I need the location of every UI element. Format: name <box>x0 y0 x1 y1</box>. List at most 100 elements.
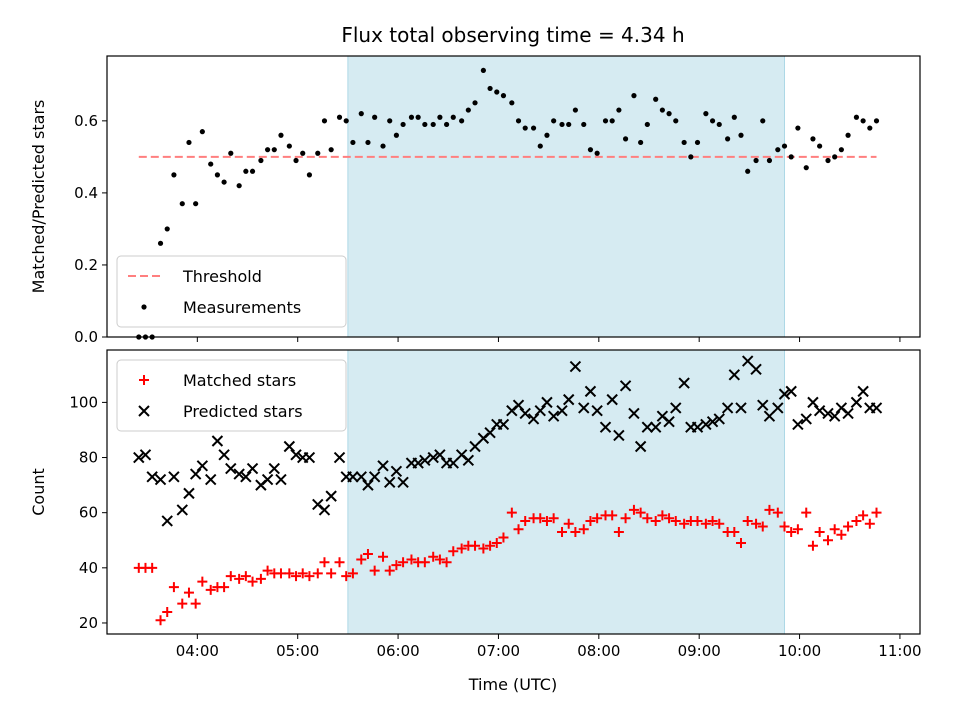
series-measurements <box>136 67 880 340</box>
data-point <box>284 568 295 579</box>
data-point <box>825 157 831 164</box>
highlight-band <box>347 55 785 338</box>
data-point <box>817 143 823 149</box>
data-point <box>691 421 704 433</box>
data-point <box>234 573 245 584</box>
data-point <box>828 410 841 422</box>
data-point <box>572 107 578 113</box>
data-point <box>199 129 205 135</box>
data-point <box>736 538 747 549</box>
data-point <box>851 515 862 526</box>
data-point <box>290 449 302 461</box>
data-point <box>778 388 791 400</box>
data-point <box>193 201 199 207</box>
data-point <box>303 451 316 464</box>
data-point <box>792 524 803 535</box>
y-tick-label: 0.0 <box>74 328 98 346</box>
data-point <box>785 385 797 398</box>
data-point <box>462 454 475 466</box>
data-point <box>750 363 762 376</box>
data-point <box>663 415 675 428</box>
data-point <box>246 462 259 475</box>
data-point <box>694 139 701 146</box>
legend: Threshold Measurements <box>116 255 347 328</box>
data-point <box>731 114 737 120</box>
data-point <box>570 526 581 537</box>
data-point <box>728 369 741 381</box>
x-tick-label: 10:00 <box>778 642 821 660</box>
data-point <box>275 473 287 486</box>
data-point <box>283 440 296 453</box>
data-point <box>853 114 860 120</box>
data-point <box>641 421 654 433</box>
data-point <box>456 543 467 554</box>
data-point <box>497 418 510 431</box>
data-point <box>628 504 639 515</box>
data-point <box>189 468 202 480</box>
data-point <box>563 518 574 529</box>
data-point <box>642 513 653 524</box>
data-point <box>157 240 164 246</box>
data-point <box>155 615 166 626</box>
y-axis-label: Matched/Predicted stars <box>29 100 48 294</box>
data-point <box>609 118 615 124</box>
data-point <box>328 147 334 153</box>
data-point <box>415 114 421 120</box>
data-point <box>400 121 406 128</box>
data-point <box>616 107 622 113</box>
data-point <box>792 418 804 431</box>
data-point <box>312 568 323 579</box>
data-point <box>306 172 313 178</box>
data-point <box>829 524 840 535</box>
data-point <box>786 526 797 537</box>
data-point <box>196 460 209 472</box>
data-point <box>842 407 854 420</box>
data-point <box>183 587 194 598</box>
data-point <box>390 465 403 478</box>
legend-box <box>116 255 347 328</box>
data-point <box>171 172 177 178</box>
data-point <box>304 571 315 582</box>
data-point <box>513 524 524 535</box>
data-point <box>176 504 188 516</box>
data-point <box>613 526 624 537</box>
data-point <box>678 377 690 389</box>
data-point <box>319 557 330 568</box>
data-point <box>278 132 284 138</box>
data-point <box>406 554 417 565</box>
x-tick-label: 06:00 <box>376 642 419 660</box>
data-point <box>751 518 762 529</box>
data-point <box>437 114 443 120</box>
data-point <box>384 565 395 576</box>
data-point <box>506 507 517 518</box>
data-point <box>822 535 833 546</box>
data-point <box>706 415 719 428</box>
data-point <box>472 100 478 106</box>
data-point <box>336 114 343 120</box>
data-point <box>393 132 400 138</box>
data-point <box>850 396 863 409</box>
data-point <box>541 396 553 409</box>
data-point <box>268 462 280 475</box>
data-point <box>512 399 525 411</box>
data-point <box>670 402 682 414</box>
legend-label: Measurements <box>183 298 301 317</box>
data-point <box>465 107 471 113</box>
data-point <box>205 584 216 595</box>
data-point <box>527 413 540 425</box>
data-point <box>807 396 819 409</box>
data-point <box>485 540 496 551</box>
data-point <box>757 521 768 532</box>
data-point <box>620 513 631 524</box>
data-point <box>139 449 152 461</box>
data-point <box>857 385 869 398</box>
data-point <box>179 201 185 207</box>
data-point <box>168 471 180 483</box>
data-point <box>557 526 568 537</box>
data-point <box>566 121 572 128</box>
data-point <box>441 557 452 568</box>
data-point <box>766 157 773 164</box>
data-point <box>664 513 675 524</box>
data-point <box>548 513 559 524</box>
